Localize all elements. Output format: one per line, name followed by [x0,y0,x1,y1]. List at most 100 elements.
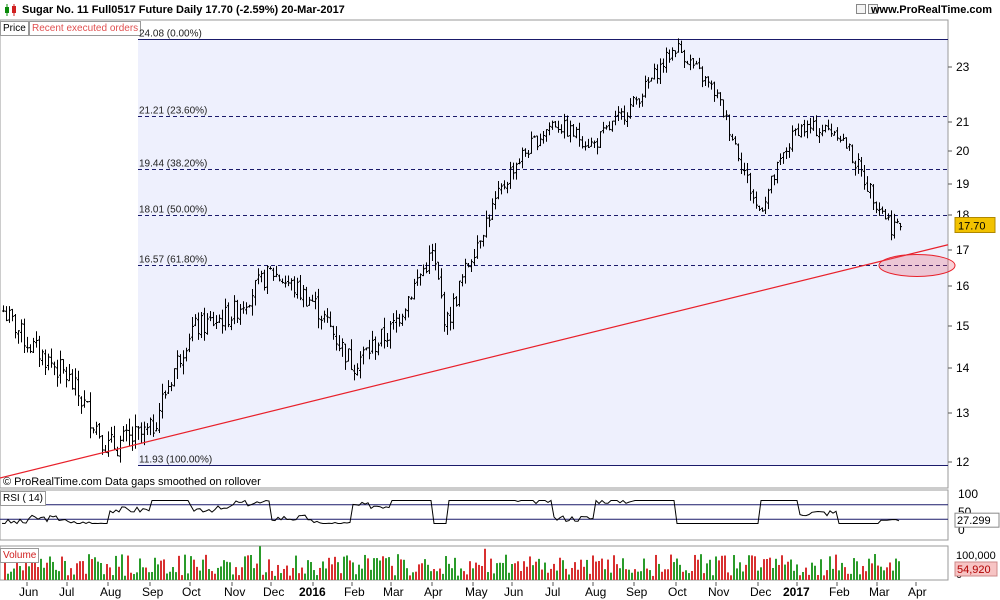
volume-bar [850,573,852,580]
volume-bar [322,561,324,580]
volume-bar [412,572,414,580]
volume-bar [352,562,354,580]
y-tick-label: 21 [956,115,970,129]
volume-bar [622,558,624,580]
volume-bar [22,570,24,580]
volume-bar [802,572,804,580]
volume-bar [259,546,261,580]
tab-recent-executed-orders[interactable]: Recent executed orders [29,21,142,36]
volume-bar [31,561,33,580]
volume-bar [847,573,849,580]
volume-bar [475,562,477,580]
volume-bar [604,569,606,580]
volume-bar [799,575,801,580]
volume-label[interactable]: Volume [0,548,40,563]
volume-bar [520,571,522,580]
y-tick-label: 20 [956,144,970,158]
volume-bar [874,554,876,580]
y-tick-label: 23 [956,60,970,74]
volume-bar [880,566,882,580]
volume-bar [256,563,258,580]
fibonacci-label: 21.21 (23.60%) [139,106,207,117]
volume-bar [514,563,516,580]
volume-bar [640,571,642,580]
rsi-label[interactable]: RSI ( 14) [0,491,47,506]
volume-bar [133,574,135,580]
volume-bar [100,562,102,580]
volume-bar [532,565,534,580]
x-tick-label: Dec [750,585,771,599]
volume-bar [166,573,168,580]
volume-bar [310,562,312,580]
footer-note: © ProRealTime.com Data gaps smoothed on … [3,476,261,488]
candlestick-chart-icon [5,4,16,16]
volume-bar [40,558,42,580]
volume-bar [544,562,546,580]
volume-bar [271,570,273,580]
title-bar: Sugar No. 11 Full0517 Future Daily 17.70… [0,0,1000,20]
volume-bar [682,571,684,580]
volume-bar [754,556,756,580]
volume-bar [37,567,39,580]
volume-bar [358,564,360,580]
volume-bar [136,572,138,580]
volume-bar [571,567,573,580]
volume-bar [19,566,21,580]
volume-bar [646,568,648,580]
volume-bar [232,574,234,580]
volume-bar [106,564,108,580]
site-url[interactable]: www.ProRealTime.com [870,4,992,16]
volume-bar [511,564,513,580]
fibonacci-background [138,40,948,465]
volume-bar [637,571,639,580]
volume-bar [187,573,189,580]
volume-bar [871,563,873,580]
volume-bar [442,573,444,580]
volume-bar [334,556,336,580]
volume-bar [502,562,504,580]
volume-bar [313,570,315,580]
minimize-icon[interactable] [856,4,866,14]
volume-bar [400,559,402,580]
volume-bar [562,560,564,580]
volume-bar [541,569,543,580]
volume-bar [388,557,390,580]
volume-bar [370,569,372,580]
volume-bar [841,562,843,580]
volume-bar [415,571,417,580]
fibonacci-label: 18.01 (50.00%) [139,205,207,216]
volume-bar [115,555,117,580]
volume-bar [451,568,453,580]
volume-bar [298,573,300,580]
volume-bar [337,562,339,580]
volume-bar [607,559,609,580]
volume-bar [445,556,447,580]
x-tick-label: Dec [263,585,284,599]
volume-bar [277,564,279,580]
volume-bar [175,572,177,580]
volume-bar [202,559,204,580]
volume-bar [748,555,750,580]
volume-bar [589,573,591,580]
volume-bar [250,554,252,580]
volume-bar [613,555,615,580]
maximize-icon[interactable] [868,4,878,14]
x-tick-label: Mar [869,585,890,599]
volume-bar [253,568,255,580]
volume-bar [421,563,423,580]
volume-bar [772,567,774,580]
volume-bar [634,569,636,580]
volume-bar [289,575,291,580]
volume-bar [556,570,558,580]
volume-bar [286,565,288,580]
volume-bar [184,554,186,580]
volume-bar [55,569,57,580]
volume-bar [832,568,834,580]
volume-bar [598,561,600,580]
volume-bar [625,569,627,580]
volume-bar [700,554,702,580]
volume-bar [859,574,861,580]
volume-bar [46,562,48,580]
volume-bar [349,560,351,580]
